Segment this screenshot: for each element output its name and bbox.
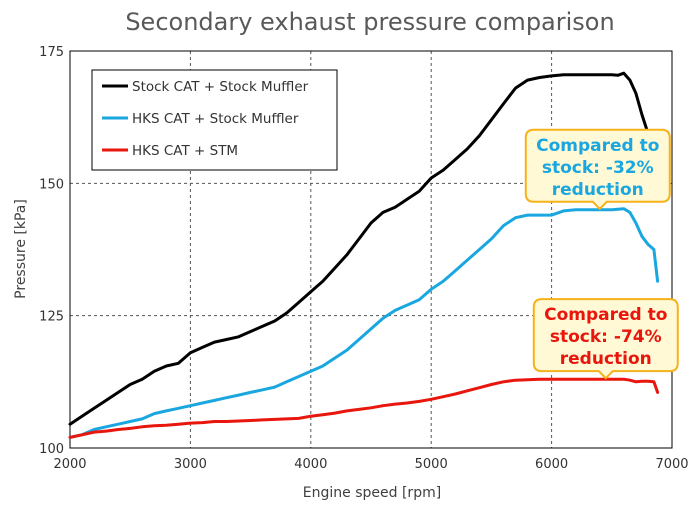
callout-text-1-2: reduction [560,349,652,369]
legend-label-1: HKS CAT + Stock Muffler [132,111,299,127]
x-tick-label: 3000 [174,457,207,472]
x-tick-label: 5000 [415,457,448,472]
legend-box [91,69,338,171]
x-axis-ticks: 2000 3000 4000 5000 6000 7000 [53,457,688,472]
series-line-0 [68,71,660,426]
x-tick-label: 2000 [53,457,86,472]
legend-label-2: HKS CAT + STM [132,143,238,159]
callout-text-0-1: stock: -32% [542,158,654,178]
callout-bubble-0 [524,128,671,211]
x-axis-label: Engine speed [rpm] [303,485,441,501]
callout-text-0-0: Compared to [536,136,659,156]
series-lines [68,71,660,439]
y-tick-label: 175 [39,45,64,60]
y-tick-label: 150 [39,177,64,192]
callout-bubble-1 [532,298,679,380]
callout-text-1-1: stock: -74% [550,327,662,347]
series-line-1 [68,207,660,439]
x-tick-label: 6000 [535,457,568,472]
legend-label-0: Stock CAT + Stock Muffler [132,79,309,95]
callout-text-1-0: Compared to [544,305,667,325]
series-line-2 [68,377,660,439]
plot-frame [69,50,673,449]
y-axis-label: Pressure [kPa] [13,199,29,299]
x-tick-label: 7000 [655,457,688,472]
y-tick-label: 125 [39,310,64,325]
legend: Stock CAT + Stock Muffler HKS CAT + Stock… [91,69,338,171]
y-tick-label: 100 [39,442,64,457]
y-axis-ticks: 100 125 150 175 [39,45,64,457]
chart-title: Secondary exhaust pressure comparison [125,8,614,36]
x-tick-label: 4000 [294,457,327,472]
callout-text-0-2: reduction [552,180,644,200]
